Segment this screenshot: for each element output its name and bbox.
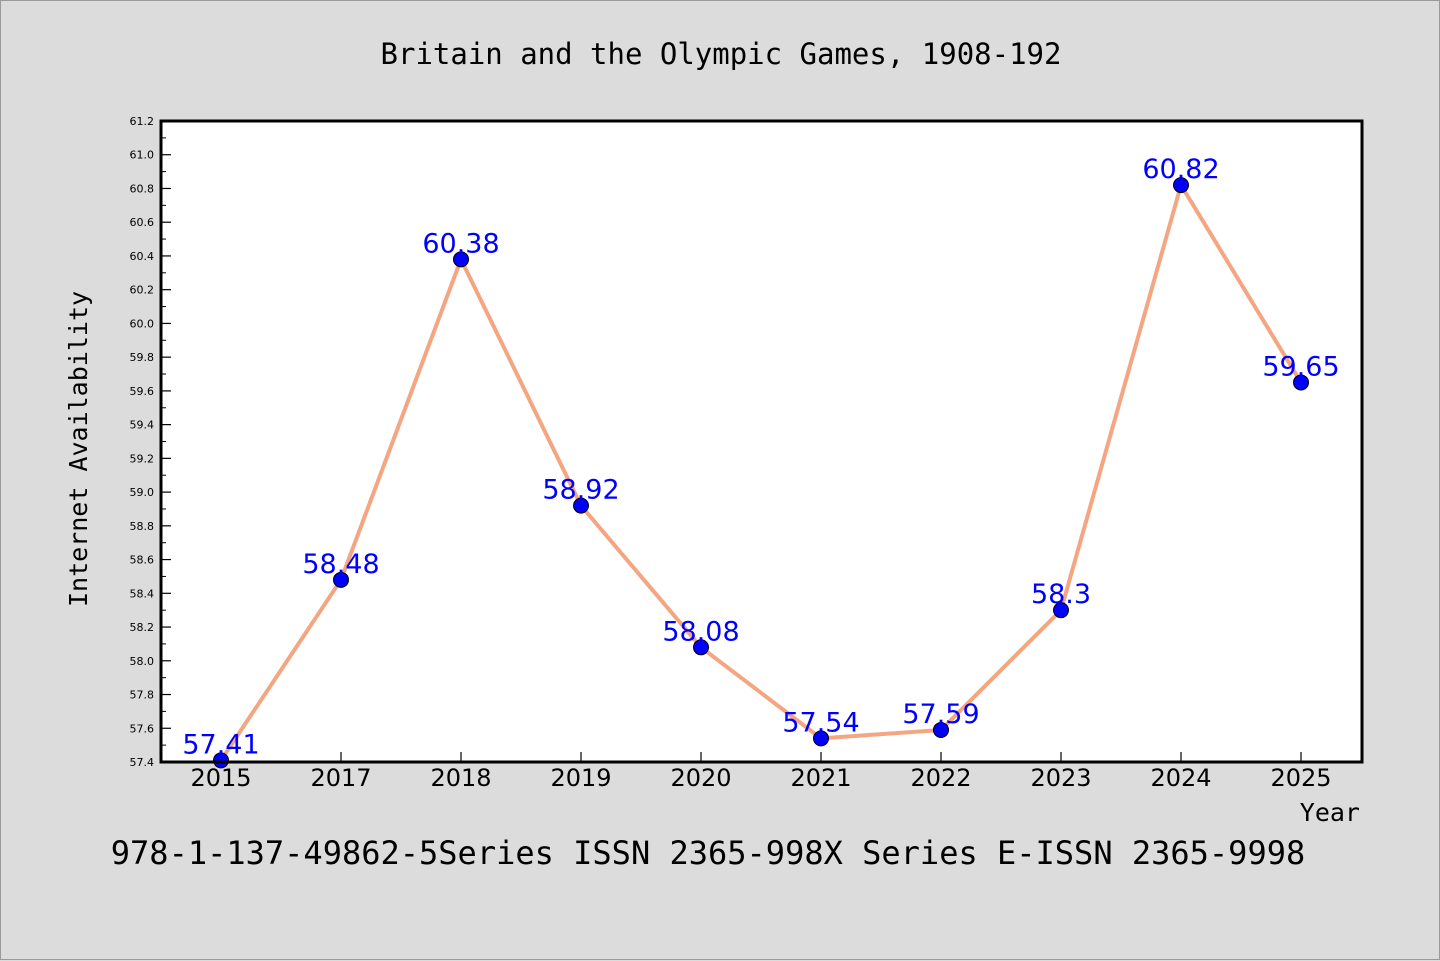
x-tick-label: 2020 (670, 764, 731, 792)
data-point-marker (1173, 177, 1189, 194)
data-point-marker (333, 571, 349, 588)
y-tick-label: 57.8 (130, 689, 155, 702)
data-point-marker (1053, 602, 1069, 619)
y-tick-label: 59.2 (130, 452, 155, 465)
data-point-marker (213, 752, 229, 769)
data-value-label: 57.54 (782, 707, 859, 738)
y-tick-label: 58.0 (130, 655, 155, 668)
data-value-label: 58.92 (542, 475, 619, 506)
y-tick-label: 59.6 (130, 385, 155, 398)
y-tick-label: 59.0 (130, 486, 155, 499)
footer-isbn-text: 978-1-137-49862-5Series ISSN 2365-998X S… (111, 834, 1305, 872)
y-axis-ticks: 57.4 57.6 57.8 58.0 58.2 58.4 58.6 58.8 59.0 59.2… (130, 115, 171, 769)
x-axis-ticks: 2015 2017 2018 2019 2020 2021 2022 2023 2024 2025 (190, 752, 1332, 792)
x-tick-label: 2023 (1030, 764, 1091, 792)
x-tick-label: 2019 (550, 764, 611, 792)
data-value-label: 58.08 (662, 616, 739, 647)
data-points (213, 177, 1309, 769)
y-tick-label: 58.6 (130, 554, 155, 567)
data-point-marker (933, 721, 949, 738)
y-tick-label: 61.0 (130, 149, 155, 162)
data-value-label: 58.48 (302, 549, 379, 580)
y-tick-label: 58.8 (130, 520, 155, 533)
y-tick-label: 59.4 (130, 419, 155, 432)
x-tick-label: 2018 (430, 764, 491, 792)
y-tick-label: 60.2 (130, 284, 155, 297)
y-tick-label: 61.2 (130, 115, 155, 128)
data-point-marker (1293, 374, 1309, 391)
data-value-label: 60.38 (422, 228, 499, 259)
plot-area (161, 121, 1362, 762)
data-value-label: 57.59 (902, 699, 979, 730)
x-tick-label: 2017 (310, 764, 371, 792)
y-tick-label: 59.8 (130, 351, 155, 364)
x-tick-label: 2021 (790, 764, 851, 792)
series-line-group (219, 183, 1303, 762)
y-tick-label: 60.0 (130, 317, 155, 330)
data-value-label: 58.3 (1031, 579, 1091, 610)
plot-border (159, 119, 1364, 764)
y-axis-label: Internet Availability (64, 291, 93, 607)
chart-title: Britain and the Olympic Games, 1908-192 (381, 37, 1062, 71)
y-tick-label: 60.6 (130, 216, 155, 229)
y-tick-label: 58.2 (130, 621, 155, 634)
data-labels: 57.41 58.48 60.38 58.92 58.08 57.54 57.59 58.3 6… (182, 154, 1339, 760)
data-point-marker (693, 639, 709, 656)
data-point-marker (813, 730, 829, 747)
data-point-marker (573, 497, 589, 514)
y-tick-label: 57.6 (130, 722, 155, 735)
y-tick-label: 60.8 (130, 182, 155, 195)
data-value-label: 57.41 (182, 729, 259, 760)
data-point-marker (453, 251, 469, 268)
y-tick-label: 58.4 (130, 587, 155, 600)
y-tick-label: 57.4 (130, 756, 155, 769)
data-value-label: 59.65 (1262, 351, 1339, 382)
data-value-label: 60.82 (1142, 154, 1219, 185)
x-axis-label: Year (1300, 798, 1360, 827)
x-tick-label: 2022 (910, 764, 971, 792)
x-tick-label: 2024 (1150, 764, 1211, 792)
x-tick-label: 2015 (190, 764, 251, 792)
y-tick-label: 60.4 (130, 250, 155, 263)
x-tick-label: 2025 (1270, 764, 1331, 792)
series-line (219, 183, 1303, 762)
